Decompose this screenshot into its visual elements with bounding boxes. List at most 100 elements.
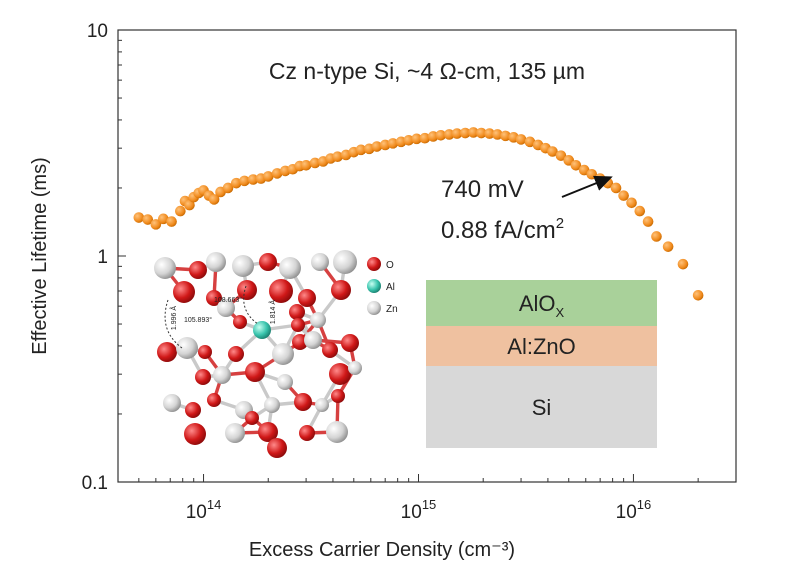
data-point <box>500 130 511 142</box>
annotation-arrow <box>561 175 613 198</box>
structure-atom <box>232 255 254 277</box>
data-point <box>175 205 186 217</box>
structure-atom <box>233 315 247 329</box>
structure-atom <box>206 290 222 306</box>
data-point <box>230 177 242 189</box>
structure-atom <box>245 362 265 382</box>
structure-atom <box>294 393 312 411</box>
data-point <box>150 219 162 230</box>
structure-atom <box>272 343 294 365</box>
data-point <box>387 138 399 149</box>
data-point <box>309 157 321 169</box>
data-point <box>247 174 259 185</box>
structure-measurement: 108.663° <box>214 296 242 304</box>
data-point <box>262 171 274 182</box>
x-axis-label: Excess Carrier Density (cm⁻³) <box>249 539 515 561</box>
structure-measurement: 105.893° <box>184 316 212 324</box>
data-point <box>208 194 220 205</box>
layer-stack-inset: AlOX Al:ZnO Si <box>426 280 657 448</box>
structure-angle-arc <box>243 285 259 325</box>
structure-atom <box>198 345 212 359</box>
legend-label: Al <box>386 282 395 293</box>
data-point <box>222 182 234 194</box>
data-point <box>626 197 637 209</box>
structure-atom <box>163 394 181 412</box>
data-point <box>468 127 479 138</box>
structure-atom <box>277 374 293 390</box>
data-point <box>677 258 689 270</box>
data-point <box>371 141 383 152</box>
data-point <box>271 168 283 179</box>
annotation-voc: 740 mV <box>441 176 524 203</box>
structure-atom <box>264 397 280 413</box>
data-point <box>610 182 622 194</box>
data-point <box>651 231 662 242</box>
structure-atom <box>225 423 245 443</box>
structure-atom <box>299 425 315 441</box>
data-point <box>419 132 431 144</box>
data-point <box>515 134 527 145</box>
structure-atom <box>185 402 201 418</box>
legend-marker <box>367 301 381 315</box>
stack-layer <box>426 366 657 448</box>
data-point <box>642 216 654 227</box>
chart-title: Cz n-type Si, ~4 Ω-cm, 135 µm <box>269 58 585 84</box>
structure-atom <box>245 411 259 425</box>
x-axis-ticks: 1014 1015 1016 <box>117 474 737 523</box>
data-point <box>142 214 154 225</box>
data-point <box>435 130 447 141</box>
structure-legend: O Al Zn <box>367 257 398 315</box>
data-point <box>184 199 195 211</box>
x-tick-label: 1016 <box>616 497 652 523</box>
stack-layer-label: AlOX <box>519 291 565 320</box>
annotation-j0: 0.88 fA/cm2 <box>441 215 564 244</box>
structure-atom <box>228 346 244 362</box>
structure-atom <box>289 304 305 320</box>
data-point <box>443 129 455 140</box>
structure-atom <box>326 421 348 443</box>
data-point <box>547 146 558 157</box>
structure-atom <box>176 337 198 359</box>
data-point <box>332 151 343 163</box>
structure-angle-arc <box>164 299 183 349</box>
x-tick-label: 1015 <box>401 497 437 523</box>
data-point <box>524 136 536 148</box>
structure-atom <box>157 342 177 362</box>
data-point <box>355 144 367 156</box>
structure-atom <box>207 393 221 407</box>
y-tick-label: 0.1 <box>82 473 108 494</box>
structure-atom <box>315 398 329 412</box>
structure-atom <box>259 253 277 271</box>
structure-atom <box>189 261 207 279</box>
structure-atom <box>291 318 305 332</box>
data-point <box>634 205 646 217</box>
structure-atom <box>310 312 326 328</box>
structure-atom <box>333 250 357 274</box>
legend-marker <box>367 257 381 271</box>
data-point <box>166 216 177 227</box>
structure-atom <box>253 321 271 339</box>
stack-layer <box>426 280 657 326</box>
data-point <box>133 212 145 223</box>
data-point <box>492 129 503 140</box>
stack-layer <box>426 326 657 366</box>
structure-atom <box>269 279 293 303</box>
structure-atom <box>329 363 351 385</box>
data-point <box>484 128 495 139</box>
data-point <box>239 175 250 187</box>
structure-atom <box>322 342 338 358</box>
crystal-structure-inset <box>154 250 362 458</box>
data-point <box>403 135 414 146</box>
data-point <box>692 290 704 301</box>
structure-atom <box>298 289 316 307</box>
data-series <box>133 127 704 301</box>
y-tick-label: 1 <box>97 247 108 268</box>
structure-atom <box>267 438 287 458</box>
structure-atom <box>258 422 278 442</box>
structure-atom <box>217 299 235 317</box>
structure-atom <box>237 280 257 300</box>
stack-layer-label: Al:ZnO <box>507 334 575 359</box>
data-point <box>662 241 674 252</box>
structure-measurement: 1.814 Å <box>268 300 277 324</box>
